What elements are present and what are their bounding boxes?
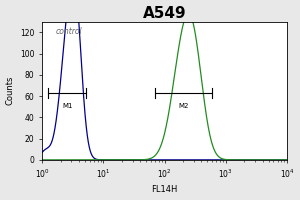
Title: A549: A549 [143,6,186,21]
Text: M2: M2 [179,103,189,109]
X-axis label: FL14H: FL14H [152,185,178,194]
Text: M1: M1 [62,103,73,109]
Y-axis label: Counts: Counts [6,76,15,105]
Text: control: control [56,27,82,36]
